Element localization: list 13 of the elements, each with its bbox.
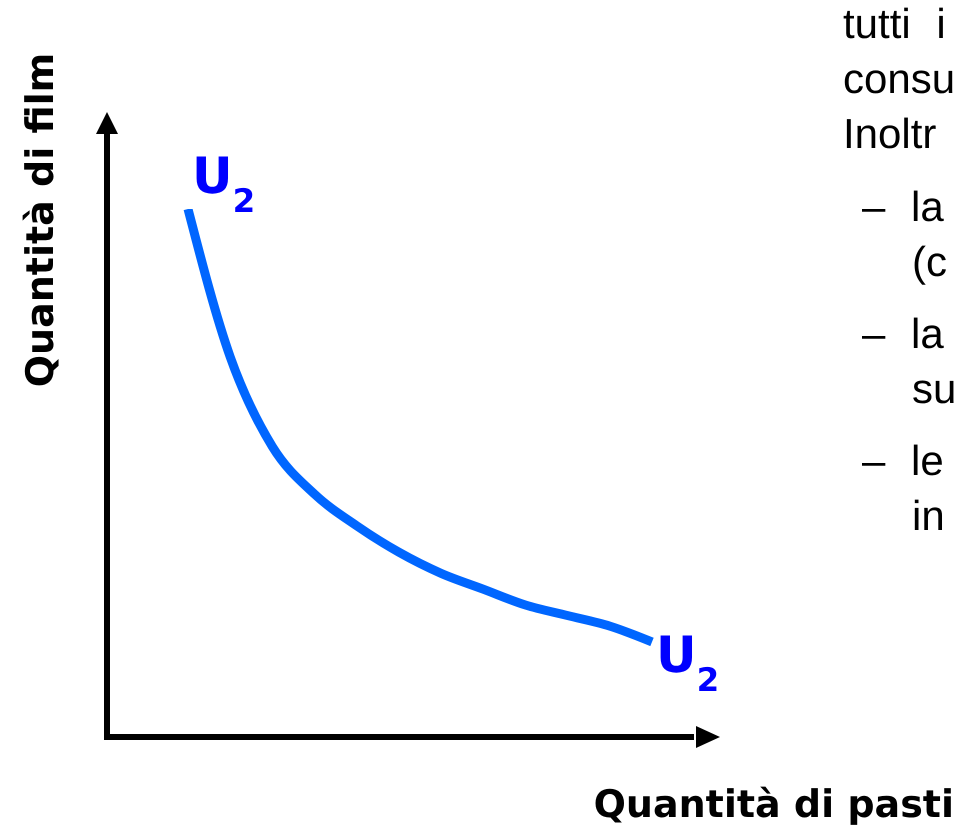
y-axis-title: Quantità di film — [18, 52, 62, 388]
x-axis-title: Quantità di pasti — [594, 782, 954, 826]
text: U$_{2}$ — [656, 626, 720, 699]
text: su — [912, 365, 956, 413]
text: (c — [912, 238, 947, 286]
text: in — [912, 492, 945, 540]
text: – la — [862, 310, 944, 358]
text: – la — [862, 183, 944, 231]
text: Inoltr — [843, 110, 936, 158]
text: – le — [862, 437, 944, 485]
text: consu — [843, 55, 956, 103]
text: tutti i — [843, 0, 946, 48]
series-label: U$_{2}$ — [192, 147, 256, 220]
